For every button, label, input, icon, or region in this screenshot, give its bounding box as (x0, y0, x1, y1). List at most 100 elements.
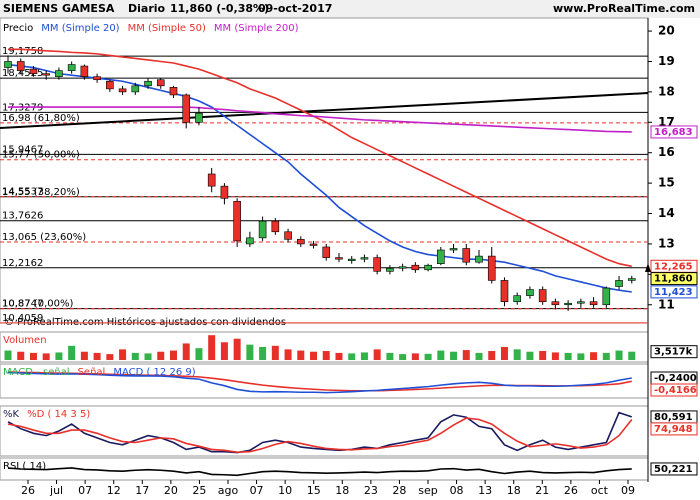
volume-bar (437, 350, 445, 360)
volume-bar (208, 335, 216, 360)
volume-bar (411, 353, 419, 360)
candle-body (538, 289, 547, 303)
y-tick-label: 19 (658, 54, 675, 68)
volume-bar (526, 351, 534, 360)
y-tick-label: 11 (658, 297, 675, 311)
level-label: 10,87 (0,00%) (2, 299, 73, 310)
legend-entry: MM (Simple 50) (128, 23, 206, 34)
x-tick-label: oct (591, 484, 609, 497)
candle-body (131, 85, 140, 93)
value-tag-label: 11,860 (654, 274, 693, 285)
candle-body (182, 94, 191, 123)
candle-body (551, 301, 560, 306)
y-tick-label: 14 (658, 206, 675, 220)
candle-body (347, 258, 356, 261)
x-tick-label: 26 (21, 484, 35, 497)
footnote: © ProRealTime.com Históricos ajustados c… (4, 316, 286, 328)
level-label: 14,55 (38,20%) (2, 187, 80, 198)
volume-bar (590, 352, 598, 360)
candle-body (602, 287, 611, 306)
candle-body (271, 220, 280, 233)
volume-bar (373, 349, 381, 360)
candle-body (4, 61, 12, 68)
candle-body (589, 301, 598, 306)
candle-body (449, 248, 458, 251)
candle-body (322, 246, 331, 258)
trend-line (0, 92, 649, 129)
y-tick-label: 17 (658, 115, 675, 129)
legend-entry: Precio (3, 23, 33, 34)
volume-bar (55, 352, 63, 360)
value-tag (650, 345, 698, 359)
x-tick-label: 15 (307, 484, 321, 497)
level-label: 19,1758 (2, 46, 43, 57)
x-tick-label: 25 (192, 484, 206, 497)
candle-body (335, 257, 343, 260)
last-quote: 11,860 (-0,38%) (170, 2, 269, 15)
candle-body (207, 173, 216, 187)
candle-body (462, 248, 471, 263)
volume-bar (322, 351, 330, 360)
value-tag (650, 383, 698, 397)
candle-body (360, 257, 369, 260)
level-label: 13,7626 (2, 211, 43, 222)
x-tick-label: 21 (535, 484, 549, 497)
candle-body (42, 73, 50, 76)
header-bar (0, 0, 700, 18)
value-tag-label: 16,683 (654, 127, 693, 138)
volume-bar (386, 352, 394, 360)
indicator-line (7, 467, 632, 477)
legend-entry: MACD ( 12 26 9) (113, 367, 195, 378)
volume-bar (462, 350, 470, 360)
candle-body (118, 88, 127, 93)
legend-entry: %D ( 14 3 5) (27, 409, 90, 420)
period: Diario (128, 2, 166, 15)
candle-body (373, 257, 381, 272)
volume-bar (360, 352, 368, 360)
candle-body (475, 255, 483, 263)
level-label: 10,4059 (2, 313, 43, 324)
candle-body (411, 264, 420, 271)
x-tick-label: 07 (78, 484, 92, 497)
x-tick-label: sep (418, 484, 437, 497)
volume-bar (144, 353, 152, 360)
x-tick-label: 09 (621, 484, 635, 497)
candle-body (169, 87, 178, 96)
volume-bar (195, 348, 203, 360)
volume-bar (615, 350, 623, 360)
date: 09-oct-2017 (258, 2, 332, 15)
candle-body (577, 301, 585, 304)
x-tick-label: 08 (450, 484, 464, 497)
candle-body (437, 249, 445, 265)
candle-body (284, 231, 292, 240)
volume-bar (93, 352, 101, 360)
level-label: 15,9467 (2, 144, 43, 155)
value-tag-label: 50,221 (654, 464, 693, 475)
candle-body (16, 61, 25, 71)
candle-body (67, 64, 76, 71)
legend-entry: Volumen (3, 335, 47, 346)
candle-body (513, 295, 522, 303)
level-label: 10,8747 (2, 299, 43, 310)
value-tag (650, 125, 698, 139)
x-tick-label: 13 (478, 484, 492, 497)
x-tick-label: 28 (392, 484, 406, 497)
volume-bar (475, 352, 483, 360)
legend-entry: %K (3, 409, 20, 420)
legend-entry: MM (Simple 200) (214, 23, 299, 34)
volume-bar (348, 353, 356, 360)
candle-body (29, 68, 38, 74)
volume-bar (80, 351, 88, 360)
volume-bar (310, 351, 318, 360)
volume-bar (271, 345, 279, 360)
volume-bar (399, 354, 407, 360)
candle-body (398, 266, 407, 269)
volume-bar (284, 349, 292, 360)
volume-bar (513, 349, 521, 360)
volume-bar (259, 347, 267, 360)
volume-bar (246, 344, 254, 360)
legend-entry: Señal (78, 367, 106, 378)
x-tick-label: 23 (364, 484, 378, 497)
level-label: 16,98 (61,80%) (2, 113, 80, 124)
moving-average (7, 63, 632, 293)
